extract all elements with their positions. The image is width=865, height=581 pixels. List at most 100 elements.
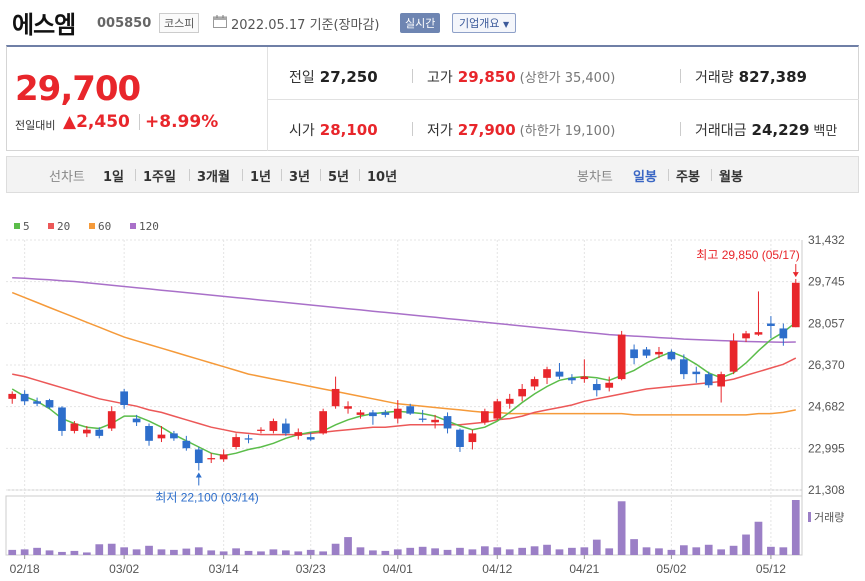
candle-body — [58, 407, 66, 431]
line-chart-label: 선차트 — [49, 170, 85, 185]
ma5-line — [11, 321, 797, 457]
candle-weekly[interactable]: 주봉 — [676, 170, 700, 185]
period-1w[interactable]: 1주일 — [143, 170, 176, 185]
x-tick-label: 04/21 — [569, 562, 599, 576]
volume: 거래량 827,389 — [695, 68, 807, 86]
volume-bar — [667, 549, 676, 555]
candle-body — [120, 391, 129, 406]
candle-body — [45, 400, 54, 408]
high-price: 고가 29,850 (상한가 35,400) — [427, 68, 616, 86]
period-3y[interactable]: 3년 — [289, 170, 311, 185]
legend-swatch — [14, 223, 20, 229]
volume-bar — [45, 550, 54, 555]
company-info-label: 기업개요 — [459, 17, 500, 30]
candle-body — [95, 429, 104, 436]
candle-body — [543, 369, 551, 378]
x-tick-label: 05/12 — [756, 562, 786, 576]
volume-bar — [331, 543, 340, 555]
volume-legend-swatch — [808, 512, 811, 522]
candle-body — [530, 379, 539, 387]
x-tick-label: 03/14 — [209, 562, 239, 576]
candle-body — [145, 425, 153, 441]
volume-bar — [132, 549, 141, 555]
volume-bar — [120, 547, 129, 555]
company-info-dropdown[interactable]: 기업개요 ▼ — [452, 13, 517, 33]
volume-bar — [742, 534, 750, 555]
volume-bar — [219, 551, 228, 555]
candle-body — [692, 371, 701, 375]
candle-body — [791, 282, 800, 328]
volume-bar — [82, 552, 91, 555]
candle-body — [33, 401, 41, 404]
volume-bar — [493, 547, 502, 555]
candle-body — [369, 412, 377, 417]
candle-body — [182, 440, 191, 449]
candle-body — [630, 349, 638, 359]
low-price: 저가 27,900 (하한가 19,100) — [427, 121, 616, 139]
volume-bar — [319, 551, 328, 555]
candle-body — [592, 384, 601, 391]
y-tick-label: 21,308 — [808, 483, 845, 497]
legend-swatch — [89, 223, 95, 229]
volume-bar — [70, 550, 79, 555]
volume-pane — [5, 495, 803, 556]
candle-body — [331, 388, 340, 407]
x-tick-label: 03/23 — [296, 562, 326, 576]
volume-bar — [456, 547, 464, 555]
divider — [412, 69, 413, 83]
divider — [680, 69, 681, 83]
volume-bar — [406, 547, 415, 555]
candle-body — [132, 418, 141, 423]
volume-bar — [257, 551, 265, 555]
volume-bar — [543, 544, 551, 555]
volume-bar — [157, 549, 166, 555]
y-tick-label: 28,057 — [808, 316, 845, 330]
chart-toolbar: 선차트 1일 1주일 3개월 1년 3년 5년 10년 봉차트 일봉 주봉 월봉 — [6, 156, 859, 193]
candle-body — [356, 412, 365, 415]
candle-monthly[interactable]: 월봉 — [719, 170, 743, 185]
volume-bar — [791, 500, 800, 555]
candle-body — [269, 421, 278, 431]
volume-bar — [20, 549, 29, 555]
candle-body — [82, 429, 91, 434]
divider — [412, 122, 413, 136]
candle-daily[interactable]: 일봉 — [633, 170, 657, 185]
candle-body — [555, 371, 564, 377]
volume-bar — [568, 547, 576, 555]
candle-body — [393, 408, 402, 419]
volume-bar — [107, 543, 116, 555]
volume-bar — [518, 547, 527, 555]
candle-body — [580, 376, 589, 380]
period-1y[interactable]: 1년 — [250, 170, 272, 185]
candle-body — [605, 382, 614, 388]
volume-bar — [207, 550, 216, 555]
change-label: 전일대비 — [15, 119, 56, 132]
period-1d[interactable]: 1일 — [103, 170, 125, 185]
y-tick-label: 26,370 — [808, 358, 845, 372]
candle-body — [244, 438, 253, 440]
candle-body — [232, 437, 240, 447]
volume-bar — [356, 547, 365, 555]
candle-body — [8, 393, 17, 399]
candle-body — [493, 401, 502, 419]
volume-bar — [480, 546, 489, 555]
volume-bar — [182, 548, 191, 555]
period-10y[interactable]: 10년 — [367, 170, 398, 185]
volume-bar — [605, 548, 614, 555]
candle-body — [456, 429, 464, 447]
period-3m[interactable]: 3개월 — [197, 170, 230, 185]
volume-bar — [269, 549, 278, 555]
volume-bar — [58, 551, 66, 555]
candle-body — [568, 377, 576, 381]
period-5y[interactable]: 5년 — [328, 170, 350, 185]
volume-bar — [170, 549, 178, 555]
x-tick-label: 05/02 — [656, 562, 686, 576]
x-tick-label: 04/12 — [482, 562, 512, 576]
x-tick-label: 02/18 — [10, 562, 40, 576]
high-annotation: 최고 29,850 (05/17) — [696, 248, 799, 262]
candle-body — [306, 437, 315, 440]
header: 에스엠 005850 코스피 2022.05.17 기준(장마감) 실시간 기업… — [0, 0, 865, 44]
candle-body — [779, 328, 788, 339]
realtime-button[interactable]: 실시간 — [400, 13, 441, 33]
volume-bar — [369, 550, 377, 555]
